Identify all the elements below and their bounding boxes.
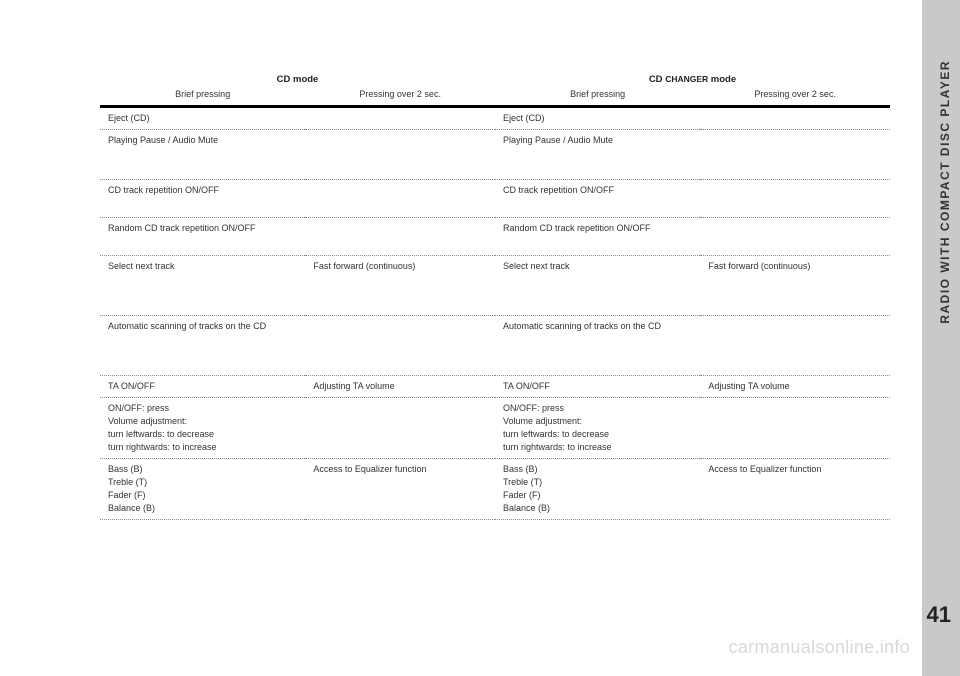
table-row: Automatic scanning of tracks on the CD Au… (100, 316, 890, 376)
cdchanger-small: CHANGER (665, 74, 708, 84)
cell: Select next track (495, 256, 700, 316)
cell: Playing Pause / Audio Mute (100, 130, 305, 180)
cell (700, 130, 890, 180)
table-row: CD track repetition ON/OFF CD track repet… (100, 180, 890, 218)
cd-mode-header: CD mode (100, 72, 495, 89)
cell (305, 316, 495, 376)
cell: Access to Equalizer function (700, 459, 890, 520)
cell: TA ON/OFF (100, 376, 305, 398)
main-table-wrap: CD mode CD CHANGER mode Brief pressing P… (100, 72, 890, 520)
cell: CD track repetition ON/OFF (100, 180, 305, 218)
cd-changer-mode-header: CD CHANGER mode (495, 72, 890, 89)
cell: Random CD track repetition ON/OFF (495, 218, 700, 256)
cell (305, 180, 495, 218)
cell (700, 180, 890, 218)
cell (700, 316, 890, 376)
cell: Playing Pause / Audio Mute (495, 130, 700, 180)
modes-table: CD mode CD CHANGER mode Brief pressing P… (100, 72, 890, 520)
table-row: Random CD track repetition ON/OFF Random … (100, 218, 890, 256)
cell: Bass (B)Treble (T)Fader (F)Balance (B) (495, 459, 700, 520)
sidebar-title: RADIO WITH COMPACT DISC PLAYER (938, 60, 952, 324)
cell: CD track repetition ON/OFF (495, 180, 700, 218)
watermark: carmanualsonline.info (729, 637, 910, 658)
table-body: Eject (CD)Eject (CD)Playing Pause / Audi… (100, 107, 890, 520)
sub-over2-1: Pressing over 2 sec. (305, 89, 495, 107)
cell: Automatic scanning of tracks on the CD (495, 316, 700, 376)
cell (700, 398, 890, 459)
cell: TA ON/OFF (495, 376, 700, 398)
cell: Eject (CD) (100, 107, 305, 130)
cell: Fast forward (continuous) (700, 256, 890, 316)
cell: Bass (B)Treble (T)Fader (F)Balance (B) (100, 459, 305, 520)
cell: Access to Equalizer function (305, 459, 495, 520)
cell: ON/OFF: pressVolume adjustment:turn left… (495, 398, 700, 459)
cell: Random CD track repetition ON/OFF (100, 218, 305, 256)
sub-over2-2: Pressing over 2 sec. (700, 89, 890, 107)
cell (700, 218, 890, 256)
cell: Select next track (100, 256, 305, 316)
table-row: TA ON/OFFAdjusting TA volumeTA ON/OFFAdj… (100, 376, 890, 398)
table-row: Playing Pause / Audio Mute Playing Pause … (100, 130, 890, 180)
sidebar: RADIO WITH COMPACT DISC PLAYER 41 (922, 0, 960, 676)
cell: Automatic scanning of tracks on the CD (100, 316, 305, 376)
cell: Adjusting TA volume (305, 376, 495, 398)
cell (305, 130, 495, 180)
cell: Adjusting TA volume (700, 376, 890, 398)
cdchanger-suffix: mode (708, 74, 736, 85)
table-row: Eject (CD) Eject (CD) (100, 107, 890, 130)
cell (305, 107, 495, 130)
cell (700, 107, 890, 130)
cell: ON/OFF: pressVolume adjustment:turn left… (100, 398, 305, 459)
cell: Eject (CD) (495, 107, 700, 130)
cdchanger-prefix: CD (649, 74, 665, 85)
sub-brief-1: Brief pressing (100, 89, 305, 107)
cell (305, 218, 495, 256)
sub-brief-2: Brief pressing (495, 89, 700, 107)
page-number: 41 (927, 602, 951, 628)
table-row: ON/OFF: pressVolume adjustment:turn left… (100, 398, 890, 459)
table-row: Select next trackFast forward (continuou… (100, 256, 890, 316)
table-row: Bass (B)Treble (T)Fader (F)Balance (B)Ac… (100, 459, 890, 520)
cell: Fast forward (continuous) (305, 256, 495, 316)
cell (305, 398, 495, 459)
